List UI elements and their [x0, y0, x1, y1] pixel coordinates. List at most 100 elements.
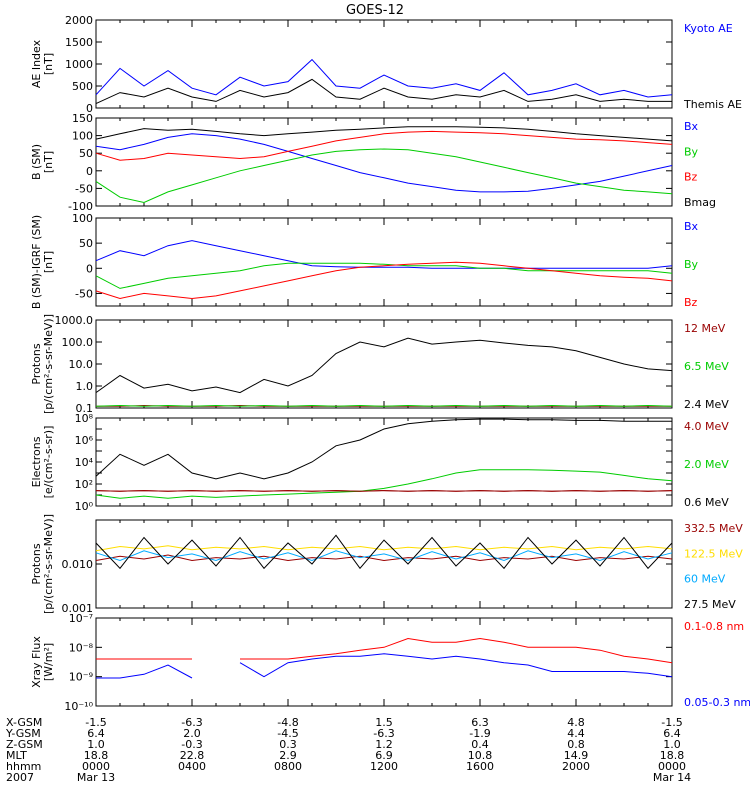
ephemeris-cell: -6.3 — [373, 727, 394, 740]
legend-item: Kyoto AE — [684, 22, 733, 35]
legend-item: Bx — [684, 220, 699, 233]
series-line-332-5-mev — [95, 554, 673, 562]
y-axis-label: Electrons[e/(cm²-s-sr)] — [30, 426, 55, 499]
ephemeris-cell: 0.8 — [567, 738, 585, 751]
y-tick-label: 100.0 — [62, 336, 94, 349]
panel-ae: 0 500 1000 1500 2000 AE Index[nT] Kyoto AE Them… — [30, 14, 742, 115]
panel-frame — [95, 217, 673, 307]
y-tick-label: 500 — [72, 80, 93, 93]
series-line-bz — [95, 130, 673, 161]
series-line-extra — [95, 490, 673, 492]
y-tick-label: 10⁰ — [75, 500, 94, 513]
ephemeris-cell: 1.5 — [375, 716, 393, 729]
series-line-kyoto-ae — [95, 58, 673, 98]
y-tick-label: 0 — [86, 165, 93, 178]
ephemeris-cell: 0000 — [82, 760, 110, 773]
ephemeris-cell: 6.9 — [375, 749, 393, 762]
legend-item: 122.5 MeV — [684, 547, 743, 560]
panel-frame — [95, 19, 673, 109]
y-tick-label: 10⁻⁷ — [69, 612, 93, 625]
series-line-bx — [95, 133, 673, 193]
y-axis-label: B (SM)[nT] — [30, 144, 55, 180]
panel-frame — [95, 417, 673, 507]
legend-item: By — [684, 145, 699, 158]
series-line-60-mev — [95, 550, 673, 562]
ephemeris-cell: 6.4 — [87, 727, 105, 740]
panel-bigrf: -50 0 50 100 B (SM)-IGRF (SM)[nT] Bx By Bz — [30, 212, 699, 309]
series-line-by — [95, 148, 673, 204]
ephemeris-cell: 18.8 — [84, 749, 109, 762]
y-axis-label: Xray Flux[W/m²] — [30, 636, 55, 688]
panel-frame — [95, 117, 673, 207]
y-tick-label: 10⁻¹⁰ — [64, 700, 93, 713]
y-tick-label: 1.0 — [76, 380, 94, 393]
ephemeris-cell: 4.8 — [567, 716, 585, 729]
ephemeris-row-label: Y-GSM — [5, 727, 41, 740]
legend-item: 0.6 MeV — [684, 496, 729, 509]
ephemeris-table: X-GSMY-GSMZ-GSMMLThhmm2007-1.56.41.018.8… — [5, 716, 691, 784]
ephemeris-cell: Mar 13 — [77, 771, 115, 784]
y-tick-label: 100 — [72, 130, 93, 143]
y-tick-label: 0.1 — [76, 402, 94, 415]
ephemeris-row-label: Z-GSM — [6, 738, 43, 751]
ephemeris-cell: 1200 — [370, 760, 398, 773]
ephemeris-cell: 0800 — [274, 760, 302, 773]
y-tick-label: 10⁻⁸ — [69, 641, 94, 654]
ephemeris-cell: 0000 — [658, 760, 686, 773]
series-line-bz — [95, 261, 673, 300]
ephemeris-cell: 18.8 — [660, 749, 685, 762]
legend-item: Bmag — [684, 196, 716, 209]
y-axis-label: Protons[p/(cm²-s-sr-MeV)] — [30, 514, 55, 614]
panel-frame — [95, 519, 673, 609]
legend-item: 60 MeV — [684, 573, 726, 586]
ephemeris-cell: 22.8 — [180, 749, 205, 762]
ephemeris-cell: 1600 — [466, 760, 494, 773]
y-tick-label: 1000 — [65, 58, 93, 71]
y-tick-label: 0 — [86, 262, 93, 275]
y-tick-label: 10⁻⁹ — [69, 671, 93, 684]
y-tick-label: 50 — [79, 147, 93, 160]
panel-frame — [95, 617, 673, 707]
legend-item: Bz — [684, 296, 698, 309]
legend-item: 2.4 MeV — [684, 398, 729, 411]
legend-item: 27.5 MeV — [684, 598, 736, 611]
ephemeris-cell: 0.3 — [279, 738, 297, 751]
y-tick-label: 10.0 — [69, 358, 94, 371]
series-line-27-5-mev — [95, 534, 673, 570]
y-tick-label: 50 — [79, 237, 93, 250]
ephemeris-cell: 1.0 — [87, 738, 105, 751]
series-line-122-5-mev — [95, 545, 673, 552]
ephemeris-cell: -4.5 — [277, 727, 298, 740]
series-line-0-6-mev — [95, 418, 672, 480]
panel-protons_high: 0.001 0.010 Protons[p/(cm²-s-sr-MeV)] 332.5… — [30, 514, 743, 615]
panel-electrons: 10⁰ 10² 10⁴ 10⁶ 10⁸ Electrons[e/(cm²-s-sr)] 4.… — [30, 412, 729, 513]
y-tick-label: 10⁴ — [75, 456, 94, 469]
legend-item: 6.5 MeV — [684, 360, 729, 373]
ephemeris-cell: 4.4 — [567, 727, 585, 740]
ephemeris-cell: 0.4 — [471, 738, 489, 751]
ephemeris-cell: 1.0 — [663, 738, 681, 751]
y-axis-label: AE Index[nT] — [30, 39, 55, 88]
series-line-2-4-mev — [95, 337, 673, 394]
ephemeris-cell: 10.8 — [468, 749, 493, 762]
series-line-themis-ae — [95, 78, 672, 105]
series-line-bmag — [95, 126, 673, 142]
y-tick-label: -100 — [68, 200, 93, 213]
y-tick-label: 0 — [86, 102, 93, 115]
y-axis-label: B (SM)-IGRF (SM)[nT] — [30, 215, 55, 309]
ephemeris-cell: -1.9 — [469, 727, 490, 740]
series-line-by — [95, 262, 673, 289]
ephemeris-cell: 1.2 — [375, 738, 393, 751]
y-axis-label: Protons[p/(cm²-s-sr-MeV)] — [30, 314, 55, 414]
ephemeris-cell: -6.3 — [181, 716, 202, 729]
series-line-6-5-mev — [95, 404, 673, 407]
series-line-bx — [95, 240, 673, 269]
ephemeris-cell: -1.5 — [661, 716, 682, 729]
y-tick-label: -50 — [75, 182, 93, 195]
y-tick-label: 10⁶ — [75, 434, 94, 447]
panel-bgsm: -100 -50 0 50 100 150 B (SM)[nT] Bx By Bz Bmag — [30, 112, 716, 213]
y-tick-label: 10² — [75, 478, 93, 491]
y-tick-label: -50 — [75, 287, 93, 300]
